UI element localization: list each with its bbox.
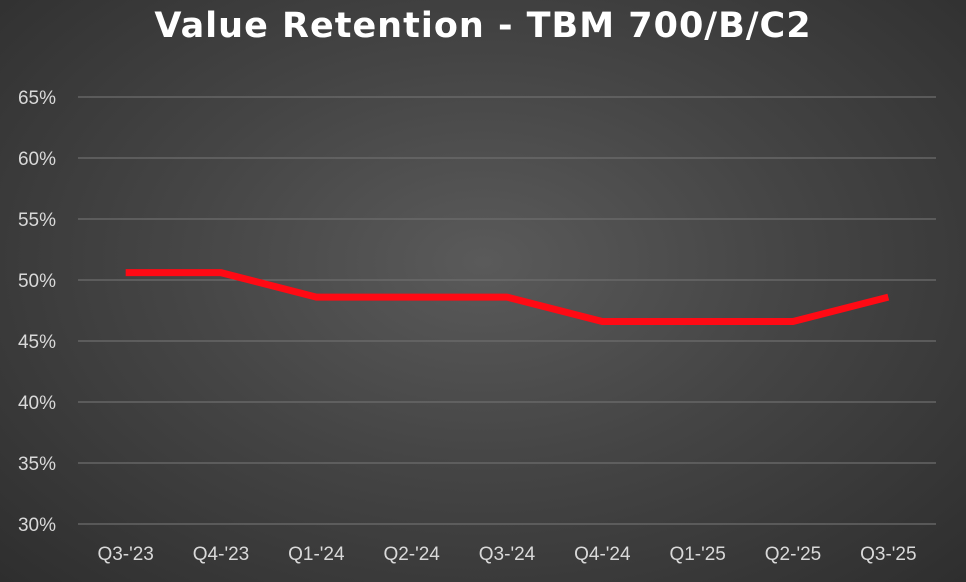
series-line bbox=[125, 269, 890, 325]
y-tick-label: 30% bbox=[18, 515, 56, 536]
x-tick-label: Q2-'25 bbox=[765, 544, 821, 565]
x-tick-label: Q4-'23 bbox=[193, 544, 249, 565]
y-tick-label: 40% bbox=[18, 393, 56, 414]
chart-title: Value Retention - TBM 700/B/C2 bbox=[154, 6, 812, 46]
x-tick-label: Q2-'24 bbox=[383, 544, 440, 565]
y-tick-label: 60% bbox=[18, 149, 56, 170]
x-tick-label: Q3-'24 bbox=[479, 544, 536, 565]
x-tick-label: Q3-'23 bbox=[97, 544, 153, 565]
x-tick-label: Q1-'25 bbox=[669, 544, 725, 565]
x-tick-label: Q4-'24 bbox=[574, 544, 631, 565]
y-tick-label: 50% bbox=[18, 271, 56, 292]
y-tick-label: 35% bbox=[18, 454, 56, 475]
y-tick-label: 65% bbox=[18, 88, 56, 109]
x-tick-label: Q1-'24 bbox=[288, 544, 345, 565]
y-tick-label: 45% bbox=[18, 332, 56, 353]
x-tick-label: Q3-'25 bbox=[860, 544, 916, 565]
y-tick-label: 55% bbox=[18, 210, 56, 231]
